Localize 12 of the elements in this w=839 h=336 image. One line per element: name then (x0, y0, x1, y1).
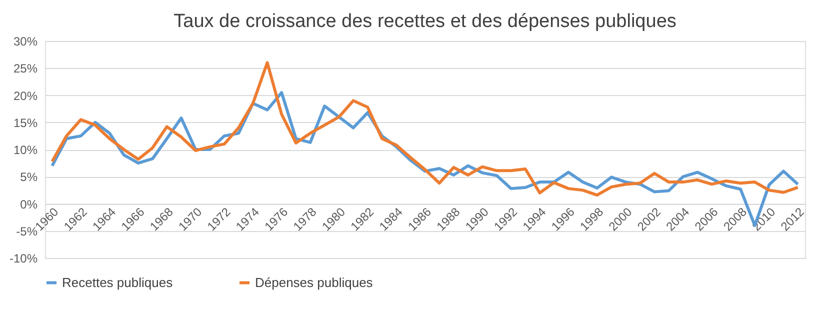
y-tick-label: 0% (20, 197, 38, 212)
y-tick-label: 20% (13, 88, 38, 103)
line-series (50, 61, 800, 197)
chart-title: Taux de croissance des recettes et des dépenses publiques (174, 11, 676, 32)
y-tick-label: 15% (13, 116, 38, 130)
legend-label: Dépenses publiques (255, 274, 374, 290)
y-tick-label: 25% (13, 62, 38, 76)
y-tick-label: -10% (9, 252, 38, 266)
legend-label: Recettes publiques (62, 274, 174, 290)
y-tick-label: 30% (13, 34, 38, 48)
y-tick-label: 10% (13, 143, 38, 157)
y-tick-label: 5% (20, 170, 38, 184)
